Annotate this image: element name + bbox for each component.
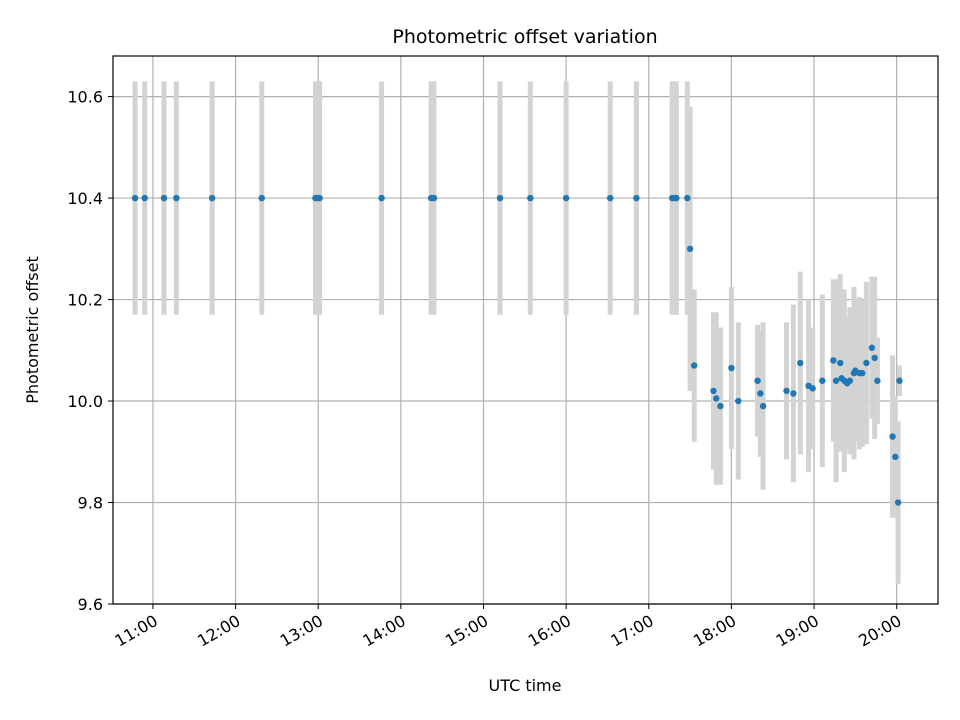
plot-frame (112, 55, 939, 605)
data-point (832, 377, 840, 384)
data-point (754, 377, 761, 384)
data-point (871, 354, 878, 362)
data-point (686, 245, 694, 253)
data-point (496, 194, 504, 202)
data-point (889, 433, 896, 440)
data-point (378, 194, 385, 202)
data-point (208, 194, 216, 202)
data-point (527, 194, 534, 202)
y-tick-label: 10.4 (67, 189, 103, 208)
data-point (691, 362, 698, 369)
data-point (316, 194, 323, 202)
y-tick-label: 10.6 (67, 88, 103, 107)
x-tick-label: 16:00 (525, 611, 574, 651)
x-tick-label: 15:00 (442, 611, 491, 651)
x-axis: 11:00 12:00 13:00 14:00 15:00 16:00 17:00 18:00… (112, 604, 905, 651)
data-point (757, 390, 764, 397)
data-point (846, 377, 854, 384)
data-point (809, 385, 816, 392)
data-point (892, 453, 899, 461)
data-point (607, 194, 614, 202)
data-point (859, 369, 866, 377)
x-tick-label: 12:00 (194, 611, 243, 651)
x-tick-label: 18:00 (690, 611, 739, 651)
data-point (173, 194, 180, 202)
data-point (830, 357, 837, 364)
data-point (717, 402, 724, 410)
data-point (837, 359, 844, 367)
x-tick-label: 20:00 (855, 611, 904, 651)
data-point (759, 402, 767, 410)
data-point (868, 344, 876, 351)
data-point (673, 194, 680, 202)
x-tick-label: 14:00 (359, 611, 408, 651)
x-tick-label: 19:00 (773, 611, 822, 651)
data-point (819, 377, 826, 384)
y-tick-label: 9.6 (78, 595, 103, 614)
data-point (131, 194, 139, 202)
data-point (735, 397, 742, 405)
data-point (863, 359, 870, 367)
data-point (783, 387, 790, 395)
x-tick-label: 17:00 (607, 611, 656, 651)
data-point (894, 499, 902, 506)
data-point (430, 194, 438, 202)
data-point (258, 194, 265, 202)
data-point (713, 395, 720, 402)
y-tick-label: 10.2 (67, 291, 103, 310)
y-axis: 9.6 9.8 10.0 10.2 10.4 10.6 (67, 88, 113, 614)
x-tick-label: 11:00 (112, 611, 161, 651)
data-point (710, 387, 717, 395)
data-points (131, 194, 903, 506)
data-point (141, 194, 148, 202)
y-tick-label: 9.8 (78, 494, 103, 513)
y-tick-label: 10.0 (67, 392, 103, 411)
data-point (684, 194, 691, 202)
data-point (633, 194, 640, 202)
y-axis-label: Photometric offset (23, 256, 42, 404)
data-point (797, 359, 804, 367)
data-point (874, 377, 881, 384)
x-tick-label: 13:00 (277, 611, 326, 651)
data-point (160, 194, 168, 202)
chart-title: Photometric offset variation (392, 26, 657, 48)
data-point (790, 390, 797, 397)
data-point (896, 377, 903, 384)
x-axis-label: UTC time (489, 676, 562, 695)
data-point (562, 194, 570, 202)
data-point (728, 364, 735, 372)
